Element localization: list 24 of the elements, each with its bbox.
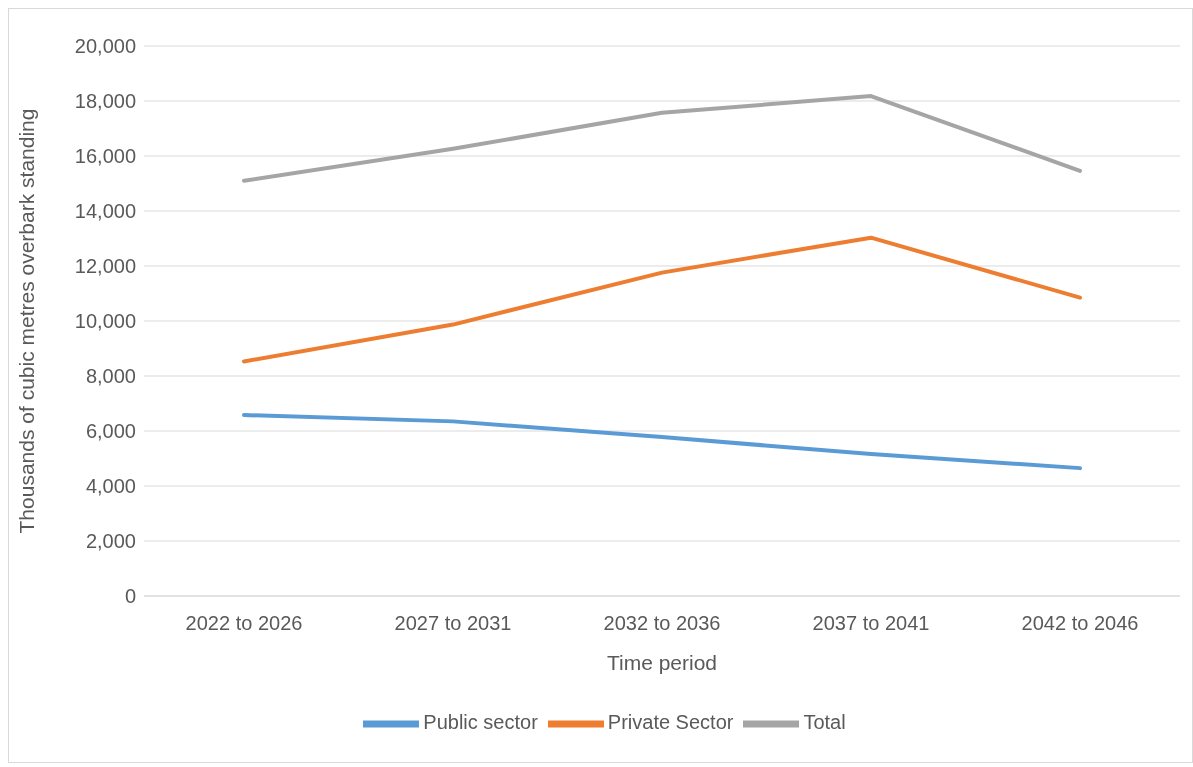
y-tick-label: 18,000 <box>74 90 136 113</box>
y-axis-title: Thousands of cubic metres overbark standing <box>15 108 39 534</box>
y-tick-label: 4,000 <box>85 475 136 498</box>
line-series <box>242 235 1082 364</box>
y-tick-label: 10,000 <box>74 310 136 333</box>
x-tick-label: 2027 to 2031 <box>394 612 512 635</box>
y-tick-label: 0 <box>124 585 136 608</box>
x-axis-title: Time period <box>606 651 718 674</box>
y-tick-label: 14,000 <box>74 200 136 223</box>
y-tick-label: 20,000 <box>74 35 136 58</box>
line-series <box>242 413 1082 471</box>
x-tick-label: 2022 to 2026 <box>185 612 303 635</box>
line-series <box>242 94 1082 183</box>
legend-label: Private Sector <box>607 711 734 734</box>
y-tick-label: 2,000 <box>85 530 136 553</box>
x-tick-label: 2042 to 2046 <box>1021 612 1139 635</box>
legend-label: Public sector <box>423 711 538 734</box>
y-tick-label: 12,000 <box>74 255 136 278</box>
x-tick-label: 2032 to 2036 <box>603 612 721 635</box>
y-tick-label: 16,000 <box>74 145 136 168</box>
x-tick-label: 2037 to 2041 <box>812 612 930 635</box>
y-tick-label: 8,000 <box>85 365 136 388</box>
legend-label: Total <box>803 711 846 734</box>
y-tick-label: 6,000 <box>85 420 136 443</box>
